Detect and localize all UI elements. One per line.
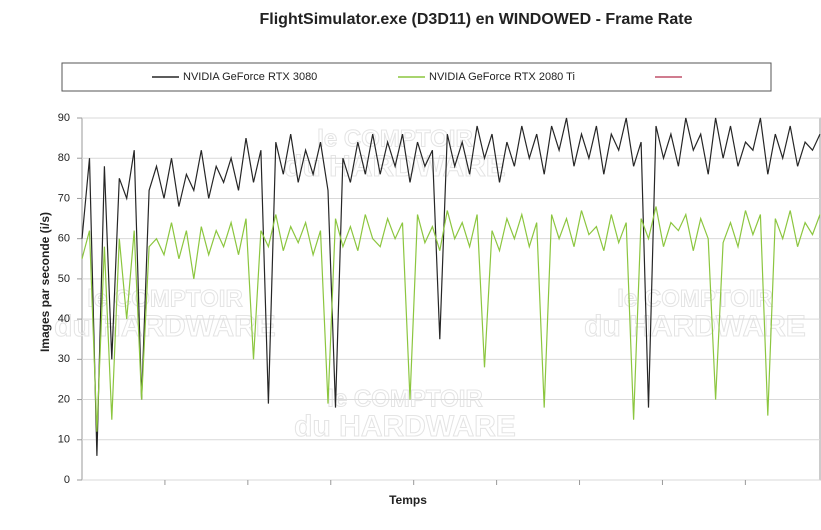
y-tick-label: 50 — [58, 273, 70, 285]
watermark: le COMPTOIR — [617, 285, 773, 312]
y-tick-label: 30 — [58, 353, 70, 365]
watermark: le COMPTOIR — [317, 125, 473, 152]
y-tick-label: 40 — [58, 313, 70, 325]
y-tick-label: 20 — [58, 393, 70, 405]
y-tick-label: 10 — [58, 434, 70, 446]
watermark: le COMPTOIR — [87, 285, 243, 312]
chart-title: FlightSimulator.exe (D3D11) en WINDOWED … — [260, 11, 693, 28]
y-tick-label: 90 — [58, 112, 70, 124]
legend-label: NVIDIA GeForce RTX 2080 Ti — [429, 71, 575, 83]
y-tick-label: 60 — [58, 233, 70, 245]
series-line — [81, 117, 821, 456]
series-line — [81, 206, 821, 432]
y-axis-label: Images par seconde (i/s) — [38, 212, 52, 352]
watermark: du HARDWARE — [54, 310, 276, 343]
x-axis-label: Temps — [389, 493, 427, 507]
watermark: du HARDWARE — [584, 310, 806, 343]
y-tick-label: 0 — [64, 474, 70, 486]
y-tick-label: 80 — [58, 152, 70, 164]
watermark: du HARDWARE — [294, 410, 516, 443]
watermark: le COMPTOIR — [327, 385, 483, 412]
legend-label: NVIDIA GeForce RTX 3080 — [183, 71, 317, 83]
y-tick-label: 70 — [58, 192, 70, 204]
